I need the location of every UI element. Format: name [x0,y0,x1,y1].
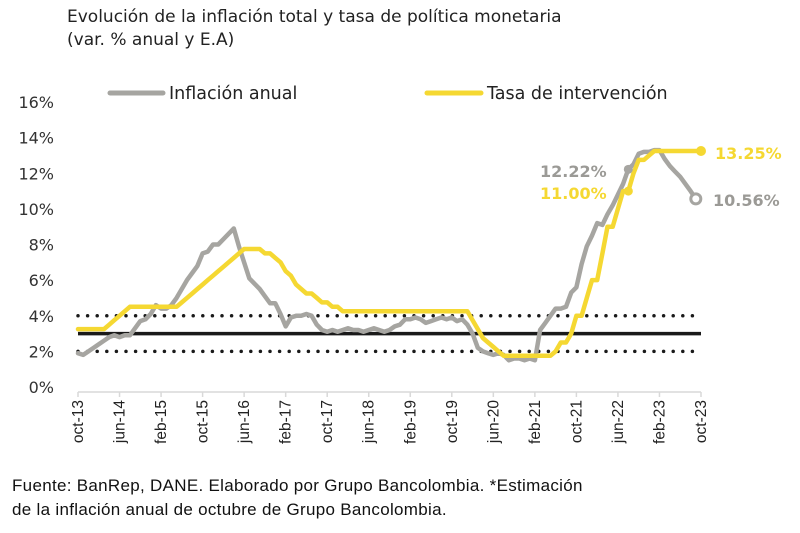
x-tick-label: jun-16 [236,400,253,444]
y-tick-label: 2% [29,342,54,361]
y-axis: 0% 2% 4% 6% 8% 10% 12% 14% 16% [18,93,54,397]
reference-lines [76,314,703,354]
annotations: 12.22% 11.00% 13.25% 10.56% [540,144,782,210]
marker-inflation-10-56-estimate [689,192,703,206]
y-tick-label: 16% [18,93,54,112]
series-group [75,145,706,363]
x-tick-label: feb-19 [402,400,419,444]
x-tick-label: feb-21 [527,400,544,444]
annotation-rate-11-00: 11.00% [540,184,607,203]
series-line-inflacion [75,147,699,363]
chart-title-line1: Evolución de la inflación total y tasa d… [67,7,562,27]
y-tick-label: 14% [18,129,54,148]
series-line-tasa [75,148,704,359]
x-tick-label: jun-18 [361,400,378,444]
y-tick-label: 6% [29,271,54,290]
x-tick-label: jun-20 [485,400,502,444]
legend-label-inflacion: Inflación anual [169,84,297,104]
y-tick-label: 4% [29,307,54,326]
x-tick-label: feb-23 [651,400,668,444]
marker-rate-11-00 [623,186,633,196]
source-note-line1: Fuente: BanRep, DANE. Elaborado por Grup… [12,476,583,495]
legend-label-tasa: Tasa de intervención [486,84,668,104]
chart-subtitle: (var. % anual y E.A) [67,30,235,50]
x-tick-label: jun-22 [610,400,627,444]
x-tick-label: oct-13 [70,400,87,443]
marker-rate-13-25 [696,145,706,156]
y-tick-label: 8% [29,236,54,255]
x-tick-label: jun-14 [112,400,129,444]
x-tick-label: oct-17 [319,400,336,443]
y-tick-label: 12% [18,164,54,183]
x-axis: oct-13 jun-14 feb-15 oct-15 jun-16 feb-17 oct-… [70,391,710,444]
marker-inflation-12-22 [623,164,633,174]
y-tick-label: 10% [18,200,54,219]
x-tick-label: oct-21 [568,400,585,443]
source-note: Fuente: BanRep, DANE. Elaborado por Grup… [12,474,583,522]
source-note-line2: de la inflación anual de octubre de Grup… [12,500,447,519]
x-tick-label: feb-15 [153,400,170,444]
legend: Inflación anual Tasa de intervención [107,84,668,104]
chart-title: Evolución de la inflación total y tasa d… [67,6,562,52]
y-tick-label: 0% [29,378,54,397]
annotation-inflation-12-22: 12.22% [540,162,607,181]
x-tick-label: oct-15 [195,400,212,443]
annotation-inflation-10-56: 10.56% [713,191,780,210]
x-tick-label: oct-23 [693,400,710,443]
annotation-rate-13-25: 13.25% [715,144,782,163]
x-tick-label: feb-17 [278,400,295,444]
x-tick-label: oct-19 [444,400,461,443]
